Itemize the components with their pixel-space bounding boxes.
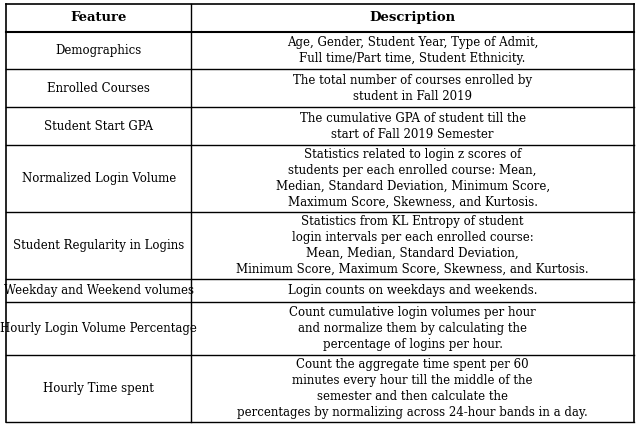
- Text: Statistics related to login z scores of
students per each enrolled course: Mean,: Statistics related to login z scores of …: [276, 148, 550, 209]
- Text: Statistics from KL Entropy of student
login intervals per each enrolled course:
: Statistics from KL Entropy of student lo…: [236, 215, 589, 276]
- Text: The total number of courses enrolled by
student in Fall 2019: The total number of courses enrolled by …: [293, 74, 532, 103]
- Text: Hourly Time spent: Hourly Time spent: [43, 382, 154, 395]
- Text: Count the aggregate time spent per 60
minutes every hour till the middle of the
: Count the aggregate time spent per 60 mi…: [237, 358, 588, 419]
- Text: Feature: Feature: [70, 11, 127, 24]
- Text: Weekday and Weekend volumes: Weekday and Weekend volumes: [4, 285, 194, 297]
- Text: Count cumulative login volumes per hour
and normalize them by calculating the
pe: Count cumulative login volumes per hour …: [289, 306, 536, 351]
- Text: Description: Description: [369, 11, 456, 24]
- Text: Student Regularity in Logins: Student Regularity in Logins: [13, 239, 184, 252]
- Text: Login counts on weekdays and weekends.: Login counts on weekdays and weekends.: [288, 285, 538, 297]
- Text: Student Start GPA: Student Start GPA: [44, 120, 153, 133]
- Text: Demographics: Demographics: [56, 44, 141, 57]
- Text: Age, Gender, Student Year, Type of Admit,
Full time/Part time, Student Ethnicity: Age, Gender, Student Year, Type of Admit…: [287, 36, 538, 65]
- Text: Enrolled Courses: Enrolled Courses: [47, 82, 150, 95]
- Text: Normalized Login Volume: Normalized Login Volume: [22, 172, 176, 185]
- Text: Hourly Login Volume Percentage: Hourly Login Volume Percentage: [0, 322, 197, 335]
- Text: The cumulative GPA of student till the
start of Fall 2019 Semester: The cumulative GPA of student till the s…: [300, 112, 525, 141]
